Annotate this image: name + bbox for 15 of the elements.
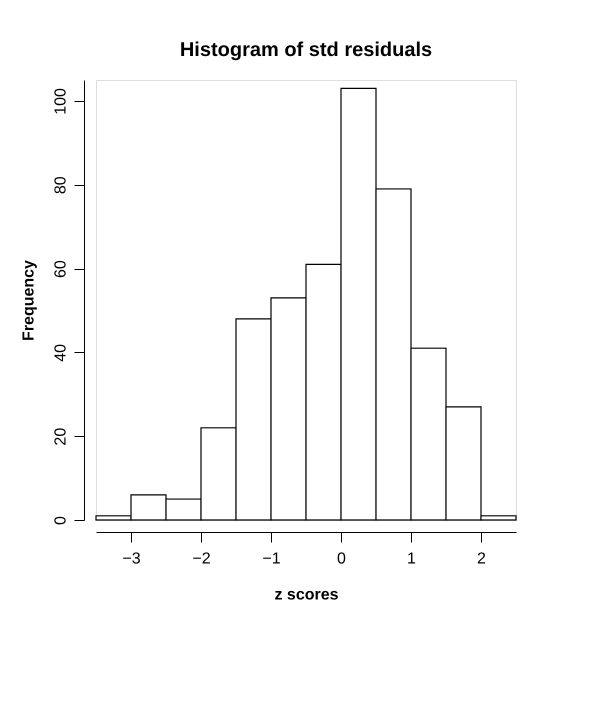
x-tick-label: −3	[122, 550, 141, 568]
chart-title: Histogram of std residuals	[180, 39, 432, 61]
x-tick-label: 2	[477, 550, 486, 568]
y-tick-label: 100	[52, 88, 70, 115]
x-tick-label: 0	[337, 550, 346, 568]
x-tick-label: −1	[262, 550, 281, 568]
x-tick-label: 1	[407, 550, 416, 568]
y-tick-label: 0	[52, 516, 70, 525]
y-axis-title: Frequency	[20, 260, 38, 341]
y-tick-label: 40	[52, 344, 70, 362]
y-tick-label: 20	[52, 428, 70, 446]
x-tick-label: −2	[192, 550, 211, 568]
y-tick-label: 80	[52, 176, 70, 194]
y-tick-label: 60	[52, 260, 70, 278]
x-axis-title: z scores	[274, 586, 339, 604]
